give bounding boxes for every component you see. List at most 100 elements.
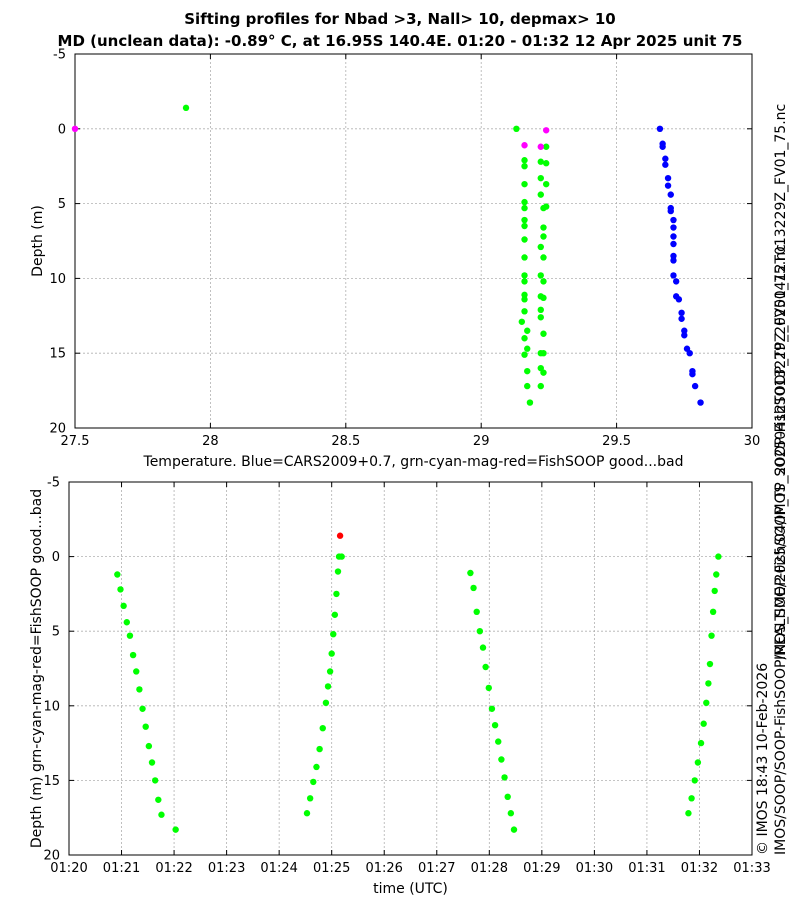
data-point-green <box>521 308 528 315</box>
y-tick-label: 15 <box>43 774 60 789</box>
data-point-blue <box>664 174 672 182</box>
data-point-green <box>537 158 544 165</box>
x-tick-label: 28 <box>202 434 219 449</box>
x-tick-label: 29.5 <box>602 434 631 449</box>
y-axis-label: Depth (m) grn-cyan-mag-red=FishSOOP good… <box>29 489 45 848</box>
data-point-green <box>306 795 314 802</box>
data-point-magenta <box>521 142 528 149</box>
x-tick-label: 01:33 <box>733 861 770 876</box>
data-point-green <box>542 160 550 167</box>
chart-title-line-1: Sifting profiles for Nbad >3, Nall> 10, … <box>184 10 616 28</box>
data-point-green <box>691 777 698 784</box>
data-point-green <box>123 619 130 626</box>
data-point-green <box>129 651 137 659</box>
plot-frame <box>68 481 753 856</box>
data-point-green <box>537 314 544 321</box>
data-point-green <box>537 306 544 314</box>
data-point-green <box>540 350 547 357</box>
data-point-magenta <box>71 125 79 132</box>
data-point-green <box>521 198 528 206</box>
x-tick-label: 01:20 <box>50 861 87 876</box>
data-point-green <box>136 686 143 693</box>
data-point-green <box>540 294 547 302</box>
x-tick-label: 29 <box>473 434 490 449</box>
data-point-green <box>537 191 544 198</box>
data-point-blue <box>670 240 677 248</box>
x-tick-label: 01:32 <box>681 861 718 876</box>
data-point-green <box>510 826 518 833</box>
data-point-green <box>715 553 722 560</box>
data-point-green <box>334 568 342 575</box>
plot-frame <box>74 53 753 429</box>
data-point-green <box>521 254 528 261</box>
data-point-green <box>694 759 702 766</box>
data-point-magenta <box>542 127 550 134</box>
data-point-green <box>521 272 528 279</box>
x-tick-label: 01:23 <box>208 861 245 876</box>
x-tick-label: 01:27 <box>418 861 455 876</box>
data-point-blue <box>678 309 685 317</box>
data-point-red <box>336 532 344 539</box>
data-point-blue <box>670 216 677 224</box>
data-point-green <box>155 796 162 803</box>
data-point-green <box>521 163 528 170</box>
data-point-green <box>542 143 550 150</box>
y-tick-label: -5 <box>53 48 66 63</box>
data-point-green <box>688 795 695 802</box>
data-point-green <box>537 174 544 182</box>
data-point-green <box>485 684 492 692</box>
data-point-green <box>479 644 487 651</box>
data-point-green <box>120 602 127 610</box>
data-point-green <box>319 724 326 732</box>
data-point-green <box>540 233 547 240</box>
data-point-green <box>537 272 544 279</box>
data-point-green <box>151 777 159 784</box>
data-point-green <box>526 399 534 406</box>
x-axis-label: Temperature. Blue=CARS2009+0.7, grn-cyan… <box>143 454 684 470</box>
y-tick-label: 5 <box>52 625 60 640</box>
data-point-green <box>524 345 531 352</box>
data-point-green <box>313 763 320 771</box>
data-point-green <box>713 571 720 578</box>
data-point-green <box>338 553 345 560</box>
data-point-blue <box>662 155 669 162</box>
data-point-green <box>705 680 712 687</box>
data-point-green <box>537 243 544 251</box>
data-point-green <box>524 382 531 390</box>
data-point-green <box>700 720 707 727</box>
data-point-blue <box>662 161 669 168</box>
data-point-green <box>521 335 528 342</box>
data-point-green <box>697 739 705 747</box>
data-point-green <box>158 811 165 818</box>
x-tick-label: 28.5 <box>331 434 360 449</box>
data-point-green <box>521 222 528 230</box>
y-tick-label: 5 <box>58 197 66 212</box>
y-tick-label: 20 <box>43 849 60 864</box>
data-point-blue <box>656 125 664 132</box>
data-point-magenta <box>537 143 544 150</box>
data-point-green <box>488 705 496 712</box>
data-point-green <box>540 278 547 285</box>
data-point-green <box>470 584 477 592</box>
data-point-green <box>133 668 140 675</box>
x-tick-label: 01:26 <box>365 861 402 876</box>
data-point-blue <box>672 278 680 285</box>
x-tick-label: 01:25 <box>313 861 350 876</box>
data-point-green <box>330 630 337 638</box>
y-tick-label: -5 <box>47 476 60 491</box>
data-point-green <box>473 608 480 616</box>
data-point-green <box>495 738 502 745</box>
data-point-green <box>542 180 550 188</box>
data-point-blue <box>664 182 672 189</box>
data-point-green <box>521 296 528 303</box>
data-point-green <box>524 367 531 375</box>
x-tick-label: 01:21 <box>103 861 140 876</box>
data-point-green <box>324 683 332 690</box>
y-tick-label: 10 <box>43 699 60 714</box>
data-point-green <box>521 291 528 299</box>
time-depth-plot: 01:20 01:21 01:22 01:23 01:24 01:25 01:26 01:27… <box>29 476 771 898</box>
data-point-green <box>328 650 335 657</box>
data-point-green <box>126 632 134 639</box>
data-point-green <box>476 628 484 635</box>
file-path-label: IMOS/SOOP/SOOP-FishSOOP/REALTIME/2025/04… <box>773 103 789 855</box>
